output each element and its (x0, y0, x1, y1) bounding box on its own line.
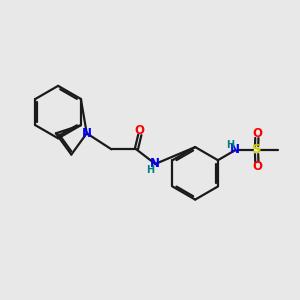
Text: H: H (226, 140, 234, 150)
Text: O: O (135, 124, 145, 136)
Text: N: N (82, 127, 92, 140)
Text: H: H (147, 165, 155, 176)
Text: S: S (252, 143, 261, 157)
Text: O: O (252, 160, 262, 172)
Text: N: N (150, 158, 160, 170)
Text: O: O (252, 128, 262, 140)
Text: N: N (230, 143, 240, 157)
